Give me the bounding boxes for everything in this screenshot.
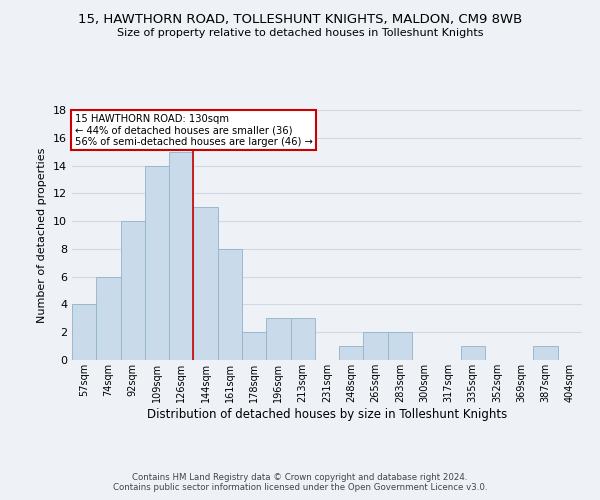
Bar [533,346,558,360]
Bar [121,221,145,360]
Bar [266,318,290,360]
Bar [218,249,242,360]
Bar [145,166,169,360]
Bar [72,304,96,360]
Bar [364,332,388,360]
Bar [461,346,485,360]
Y-axis label: Number of detached properties: Number of detached properties [37,148,47,322]
Bar [242,332,266,360]
Text: 15 HAWTHORN ROAD: 130sqm
← 44% of detached houses are smaller (36)
56% of semi-d: 15 HAWTHORN ROAD: 130sqm ← 44% of detach… [74,114,313,147]
Bar [96,276,121,360]
Text: 15, HAWTHORN ROAD, TOLLESHUNT KNIGHTS, MALDON, CM9 8WB: 15, HAWTHORN ROAD, TOLLESHUNT KNIGHTS, M… [78,12,522,26]
Bar [169,152,193,360]
Bar [339,346,364,360]
X-axis label: Distribution of detached houses by size in Tolleshunt Knights: Distribution of detached houses by size … [147,408,507,420]
Text: Contains HM Land Registry data © Crown copyright and database right 2024.
Contai: Contains HM Land Registry data © Crown c… [113,473,487,492]
Bar [193,207,218,360]
Text: Size of property relative to detached houses in Tolleshunt Knights: Size of property relative to detached ho… [117,28,483,38]
Bar [388,332,412,360]
Bar [290,318,315,360]
